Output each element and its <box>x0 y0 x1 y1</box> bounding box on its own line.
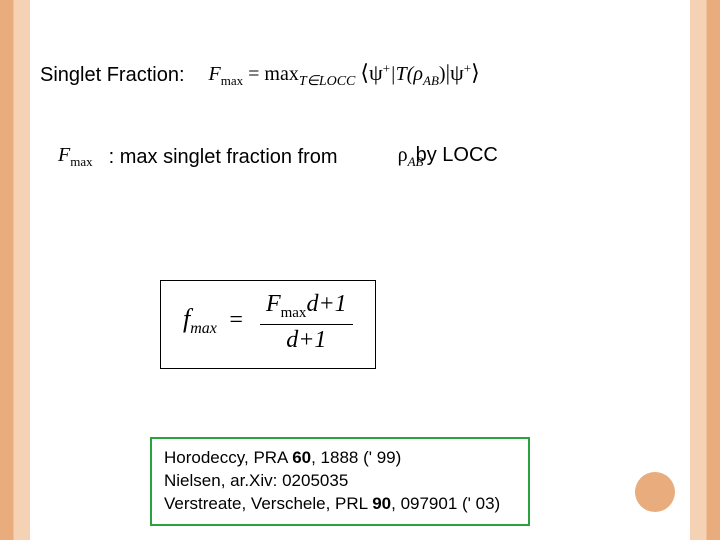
right-accent-band <box>690 0 720 540</box>
references-box: Horodeccy, PRA 60, 1888 (' 99) Nielsen, … <box>150 437 530 526</box>
explain-line: Fmax : max singlet fraction from ρAB by … <box>58 144 680 170</box>
singlet-fraction-label: Singlet Fraction: <box>40 64 185 87</box>
fraction-numerator: Fmaxd+1 <box>260 291 353 325</box>
reference-line-2: Nielsen, ar.Xiv: 0205035 <box>164 470 500 493</box>
fraction-denominator: d+1 <box>280 325 332 354</box>
accent-circle-icon <box>635 472 675 512</box>
explain-text: : max singlet fraction from <box>109 146 338 169</box>
reference-line-3: Verstreate, Verschele, PRL 90, 097901 ('… <box>164 493 500 516</box>
equals-sign: = <box>229 307 243 333</box>
slide-content: Singlet Fraction: Fmax = maxT∈LOCC ⟨ψ+|T… <box>30 0 690 540</box>
reference-line-1: Horodeccy, PRA 60, 1888 (' 99) <box>164 447 500 470</box>
fraction: Fmaxd+1 d+1 <box>260 291 353 354</box>
fmax-lhs: fmax <box>183 304 223 333</box>
fmax-symbol: Fmax <box>58 144 93 170</box>
by-locc-text: by LOCC <box>416 144 498 167</box>
formula-box: fmax = Fmaxd+1 d+1 <box>160 280 376 369</box>
left-accent-band <box>0 0 30 540</box>
fmax-equation: Fmax = maxT∈LOCC ⟨ψ+|T(ρAB)|ψ+⟩ <box>209 60 480 90</box>
definition-line: Singlet Fraction: Fmax = maxT∈LOCC ⟨ψ+|T… <box>40 60 680 90</box>
